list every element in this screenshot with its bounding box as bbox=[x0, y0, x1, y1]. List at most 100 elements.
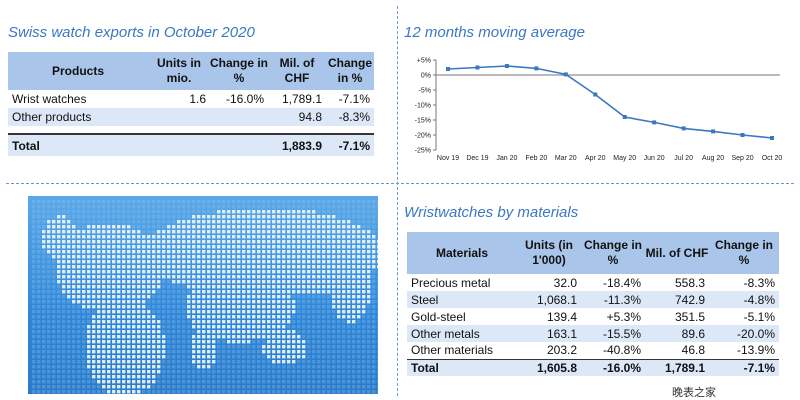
total-row: Total 1,605.8 -16.0% 1,789.1 -7.1% bbox=[407, 358, 779, 376]
table-row: Wrist watches 1.6 -16.0% 1,789.1 -7.1% bbox=[8, 90, 374, 108]
x-tick-label: Dec 19 bbox=[466, 155, 488, 162]
row-units: 139.4 bbox=[546, 309, 577, 324]
row-change-units: -40.8% bbox=[602, 343, 641, 358]
spacer-row bbox=[8, 126, 374, 134]
x-tick-label: Apr 20 bbox=[585, 155, 606, 162]
horizontal-divider bbox=[6, 183, 794, 184]
materials-table: Materials Units (in 1'000) Change in % M… bbox=[407, 232, 779, 376]
data-point bbox=[770, 136, 774, 140]
row-material: Other materials bbox=[411, 343, 494, 358]
total-change-chf: -7.1% bbox=[709, 358, 779, 376]
data-point bbox=[475, 65, 480, 70]
row-units: 1,068.1 bbox=[517, 291, 581, 308]
row-chf: 46.8 bbox=[681, 343, 705, 358]
exports-title: Swiss watch exports in October 2020 bbox=[8, 24, 255, 41]
exports-table: Products Units in mio. Change in % Mil. … bbox=[8, 52, 374, 156]
y-tick-label: -5% bbox=[419, 88, 431, 95]
dotted-map-graphic bbox=[32, 200, 378, 394]
y-tick-label: -25% bbox=[415, 148, 431, 155]
data-point bbox=[681, 126, 686, 131]
x-tick-label: Oct 20 bbox=[762, 155, 783, 162]
data-point bbox=[652, 120, 657, 125]
x-tick-label: Sep 20 bbox=[731, 155, 753, 162]
header-products: Products bbox=[8, 52, 148, 90]
table-row: Other products 94.8 -8.3% bbox=[8, 108, 374, 126]
header-units: Units in mio. bbox=[148, 52, 210, 90]
row-change-chf: -7.1% bbox=[338, 92, 370, 106]
data-point bbox=[446, 67, 450, 71]
x-tick-label: May 20 bbox=[613, 155, 636, 162]
row-change-units: -18.4% bbox=[602, 275, 641, 290]
data-point bbox=[740, 133, 745, 137]
x-tick-label: Jan 20 bbox=[496, 155, 517, 162]
header-change-chf: Change in % bbox=[709, 232, 779, 274]
row-chf: 351.5 bbox=[674, 309, 705, 324]
x-tick-label: Mar 20 bbox=[555, 155, 577, 162]
header-units: Units (in 1'000) bbox=[517, 232, 581, 274]
row-chf: 1,789.1 bbox=[281, 92, 322, 106]
x-tick-label: Jun 20 bbox=[644, 155, 665, 162]
materials-header-row: Materials Units (in 1'000) Change in % M… bbox=[407, 232, 779, 274]
header-change-units: Change in % bbox=[210, 52, 268, 90]
total-change-chf: -7.1% bbox=[326, 133, 374, 156]
row-material: Precious metal bbox=[411, 275, 491, 290]
row-material: Other metals bbox=[407, 325, 517, 342]
row-change-chf: -20.0% bbox=[709, 325, 779, 342]
row-chf: 94.8 bbox=[268, 108, 326, 126]
row-change-units: -15.5% bbox=[581, 325, 645, 342]
header-change-units: Change in % bbox=[581, 232, 645, 274]
row-chf: 742.9 bbox=[645, 291, 709, 308]
table-row: Other metals 163.1 -15.5% 89.6 -20.0% bbox=[407, 325, 779, 342]
row-change-chf: -8.3% bbox=[326, 108, 374, 126]
row-change-units: -11.3% bbox=[581, 291, 645, 308]
row-material: Gold-steel bbox=[411, 309, 466, 324]
row-change-units bbox=[210, 108, 268, 126]
series-line bbox=[447, 65, 773, 139]
header-materials: Materials bbox=[407, 232, 517, 274]
data-point bbox=[593, 92, 598, 97]
total-change-units bbox=[210, 133, 268, 156]
world-map-image bbox=[28, 196, 378, 394]
row-product: Wrist watches bbox=[12, 92, 87, 106]
total-chf: 1,883.9 bbox=[268, 133, 326, 156]
y-tick-label: -15% bbox=[415, 118, 431, 125]
row-change-chf: -8.3% bbox=[743, 275, 775, 290]
data-point bbox=[504, 64, 509, 68]
table-row: Other materials 203.2 -40.8% 46.8 -13.9% bbox=[407, 342, 779, 359]
row-change-chf: -5.1% bbox=[743, 309, 775, 324]
total-chf: 1,789.1 bbox=[645, 358, 709, 376]
header-chf: Mil. of CHF bbox=[268, 52, 326, 90]
x-tick-label: Nov 19 bbox=[437, 155, 459, 162]
row-change-chf: -13.9% bbox=[736, 343, 775, 358]
row-change-chf: -4.8% bbox=[709, 291, 779, 308]
header-change-chf: Change in % bbox=[326, 52, 374, 90]
x-tick-label: Feb 20 bbox=[525, 155, 547, 162]
y-tick-label: +5% bbox=[417, 58, 431, 65]
total-units bbox=[148, 133, 210, 156]
total-change-units: -16.0% bbox=[581, 358, 645, 376]
vertical-divider bbox=[397, 6, 398, 396]
table-row: Precious metal 32.0 -18.4% 558.3 -8.3% bbox=[407, 274, 779, 291]
y-tick-label: -10% bbox=[415, 103, 431, 110]
data-point bbox=[622, 115, 627, 119]
table-row: Steel 1,068.1 -11.3% 742.9 -4.8% bbox=[407, 291, 779, 308]
y-tick-label: 0% bbox=[421, 73, 431, 80]
total-units: 1,605.8 bbox=[517, 358, 581, 376]
row-change-units: +5.3% bbox=[606, 309, 641, 324]
row-units bbox=[148, 108, 210, 126]
row-units: 1.6 bbox=[189, 92, 206, 106]
moving-average-chart: +5% 0% -5% -10% -15% -20% -25% Nov 19 Dec 19 Jan … bbox=[415, 58, 783, 163]
row-material: Steel bbox=[407, 291, 517, 308]
data-point bbox=[711, 129, 716, 134]
row-chf: 558.3 bbox=[674, 275, 705, 290]
total-row: Total 1,883.9 -7.1% bbox=[8, 133, 374, 156]
row-change-units: -16.0% bbox=[225, 92, 264, 106]
x-tick-label: Jul 20 bbox=[674, 155, 693, 162]
table-row: Gold-steel 139.4 +5.3% 351.5 -5.1% bbox=[407, 308, 779, 325]
y-tick-label: -20% bbox=[415, 133, 431, 140]
data-point bbox=[534, 66, 539, 71]
total-label: Total bbox=[8, 133, 148, 156]
watermark-text: 晚表之家 www.xbiao.com bbox=[672, 386, 716, 399]
row-units: 203.2 bbox=[546, 343, 577, 358]
materials-title: Wristwatches by materials bbox=[404, 204, 579, 221]
